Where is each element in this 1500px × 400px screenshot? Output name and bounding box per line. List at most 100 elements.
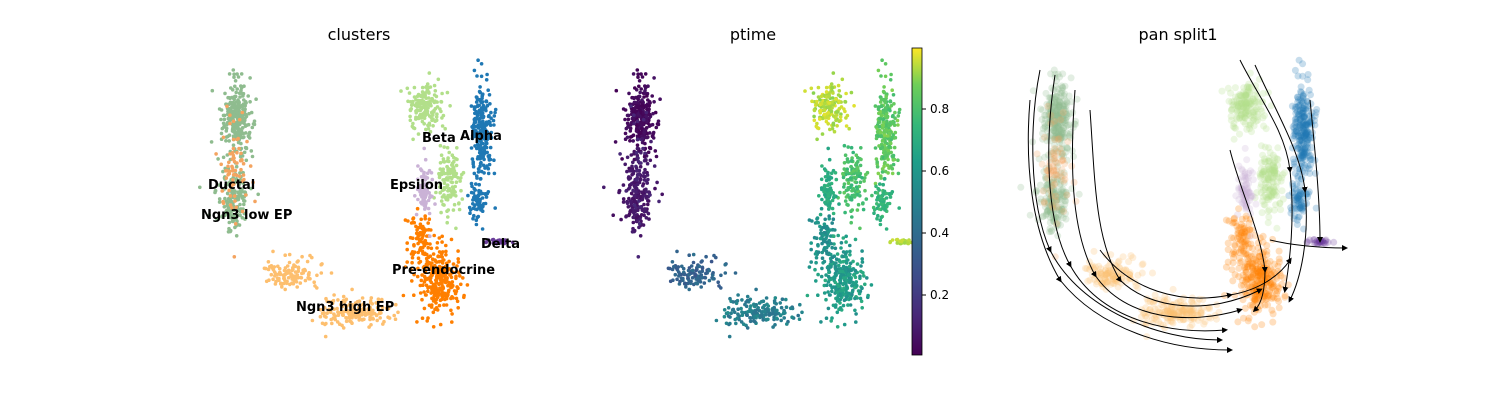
cluster-point <box>274 279 278 284</box>
cluster-point <box>408 235 413 240</box>
ptime-point <box>642 95 646 99</box>
cluster-point <box>474 182 478 186</box>
ptime-point <box>860 306 864 310</box>
ptime-point <box>687 253 691 257</box>
ptime-point <box>860 257 864 261</box>
cluster-point <box>386 315 390 320</box>
stream-point <box>1224 239 1232 247</box>
cluster-point <box>471 198 475 202</box>
ptime-point <box>838 293 843 298</box>
stream-point <box>1040 198 1048 206</box>
cluster-point <box>362 317 366 322</box>
stream-point <box>1054 136 1062 143</box>
cluster-point <box>198 185 202 190</box>
stream-point <box>1057 207 1065 215</box>
stream-point <box>1225 217 1233 225</box>
stream-point <box>1033 187 1041 195</box>
cluster-point <box>329 271 334 275</box>
ptime-point <box>875 160 879 164</box>
cluster-point <box>310 318 315 323</box>
cluster-point <box>415 206 420 211</box>
ptime-point <box>842 167 847 171</box>
cluster-point <box>443 291 448 296</box>
ptime-point <box>673 272 678 277</box>
ptime-point <box>810 99 814 104</box>
cluster-point <box>411 137 415 142</box>
cluster-point <box>438 298 443 303</box>
ptime-point <box>728 296 732 301</box>
cluster-point <box>450 153 455 157</box>
ptime-point <box>854 320 858 324</box>
ptime-point <box>736 293 740 297</box>
cluster-point <box>303 278 308 283</box>
cluster-point <box>443 269 447 273</box>
ptime-point <box>836 110 840 114</box>
stream-point <box>1115 257 1123 265</box>
ptime-point <box>626 205 631 209</box>
ptime-point <box>896 158 900 162</box>
ptime-point <box>830 85 834 90</box>
cluster-point <box>426 285 430 290</box>
stream-point <box>1242 215 1250 223</box>
stream-point <box>1054 112 1062 120</box>
stream-point <box>1044 197 1051 205</box>
stream-point <box>1057 221 1064 229</box>
stream-point <box>1235 224 1243 232</box>
cluster-point <box>441 113 446 118</box>
ptime-point <box>812 114 816 119</box>
stream-point <box>1061 82 1069 90</box>
stream-point <box>1252 82 1260 90</box>
ptime-point <box>636 194 641 198</box>
ptime-point <box>638 114 642 119</box>
cluster-point <box>230 123 235 127</box>
stream-point <box>1048 149 1056 157</box>
ptime-point <box>815 216 820 220</box>
stream-point <box>1050 176 1058 184</box>
ptime-point <box>854 168 859 173</box>
cluster-point <box>290 268 295 273</box>
ptime-point <box>649 139 653 144</box>
cluster-point <box>222 205 227 209</box>
cluster-point <box>303 268 308 273</box>
stream-point <box>1068 162 1076 170</box>
cluster-point <box>248 164 253 168</box>
ptime-point <box>723 271 728 275</box>
stream-point <box>1064 138 1072 146</box>
ptime-point <box>766 309 770 314</box>
stream-point <box>1042 175 1050 183</box>
stream-point <box>1229 250 1236 258</box>
ptime-point <box>874 125 878 129</box>
ptime-point <box>681 266 686 271</box>
ptime-point <box>796 313 800 318</box>
ptime-point <box>838 289 843 293</box>
ptime-point <box>611 213 615 217</box>
stream-point <box>1050 114 1058 122</box>
ptime-point <box>846 258 850 262</box>
stream-point <box>1036 181 1044 189</box>
stream-point <box>1060 92 1068 100</box>
ptime-point <box>628 126 633 131</box>
stream-point <box>1029 87 1037 95</box>
ptime-point <box>826 111 831 115</box>
stream-point <box>1248 274 1256 282</box>
cluster-point <box>421 234 425 238</box>
ptime-point <box>890 171 895 176</box>
stream-point <box>1046 213 1054 221</box>
stream-point <box>1048 176 1056 184</box>
cluster-point <box>492 171 497 176</box>
cluster-point <box>232 101 237 105</box>
ptime-point <box>643 84 647 88</box>
cluster-point <box>420 316 425 321</box>
cluster-point <box>237 182 242 186</box>
cluster-point <box>444 243 448 248</box>
cluster-point <box>403 265 408 269</box>
stream-point <box>1127 252 1135 260</box>
ptime-point <box>812 235 817 240</box>
ptime-colorbar: 0.2 0.4 0.6 0.8 <box>911 47 949 356</box>
ptime-point <box>699 275 704 280</box>
ptime-point <box>800 310 804 315</box>
clusters-labels: Ductal Ngn3 low EP Ngn3 high EP Pre-endo… <box>201 129 520 315</box>
cluster-point <box>224 139 228 143</box>
cluster-point <box>228 113 232 117</box>
stream-point <box>1055 97 1063 105</box>
